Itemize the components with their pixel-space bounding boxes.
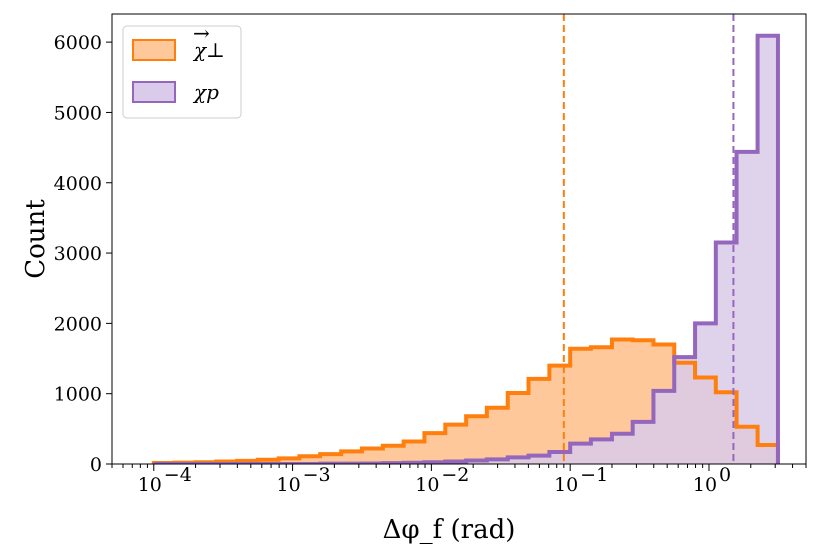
y-tick-label: 5000: [54, 102, 102, 124]
axes-frame: [111, 13, 807, 465]
legend-label: χp: [192, 80, 219, 104]
y-tick-label: 4000: [54, 173, 102, 195]
y-tick-label: 3000: [54, 243, 102, 265]
x-axis-label: Δφ_f (rad): [383, 515, 516, 545]
plot-area: [151, 14, 780, 464]
x-tick-label: 10: [415, 474, 439, 496]
y-tick-label: 0: [90, 454, 102, 476]
legend-swatch: [132, 39, 176, 61]
legend-swatch: [132, 81, 176, 103]
x-tick-label: 10: [693, 474, 717, 496]
legend: χ⊥→ χp: [122, 21, 242, 119]
x-tick-label: 10: [276, 474, 300, 496]
x-tick-exponent: −4: [164, 464, 192, 486]
y-tick-label: 2000: [54, 313, 102, 335]
y-tick-label: 6000: [54, 32, 102, 54]
x-tick-exponent: −2: [441, 464, 469, 486]
x-tick-exponent: −1: [580, 464, 608, 486]
x-tick-exponent: −3: [303, 464, 331, 486]
legend-label: χ⊥: [192, 38, 225, 62]
plot-inner: [151, 14, 780, 464]
y-axis-label: Count: [21, 199, 51, 279]
x-tick-label: 10: [138, 474, 162, 496]
x-tick-exponent: 0: [719, 464, 731, 486]
x-tick-label: 10: [554, 474, 578, 496]
histogram-fill-chi-p: [153, 35, 778, 464]
y-tick-label: 1000: [54, 384, 102, 406]
vector-arrow-icon: →: [193, 21, 210, 45]
